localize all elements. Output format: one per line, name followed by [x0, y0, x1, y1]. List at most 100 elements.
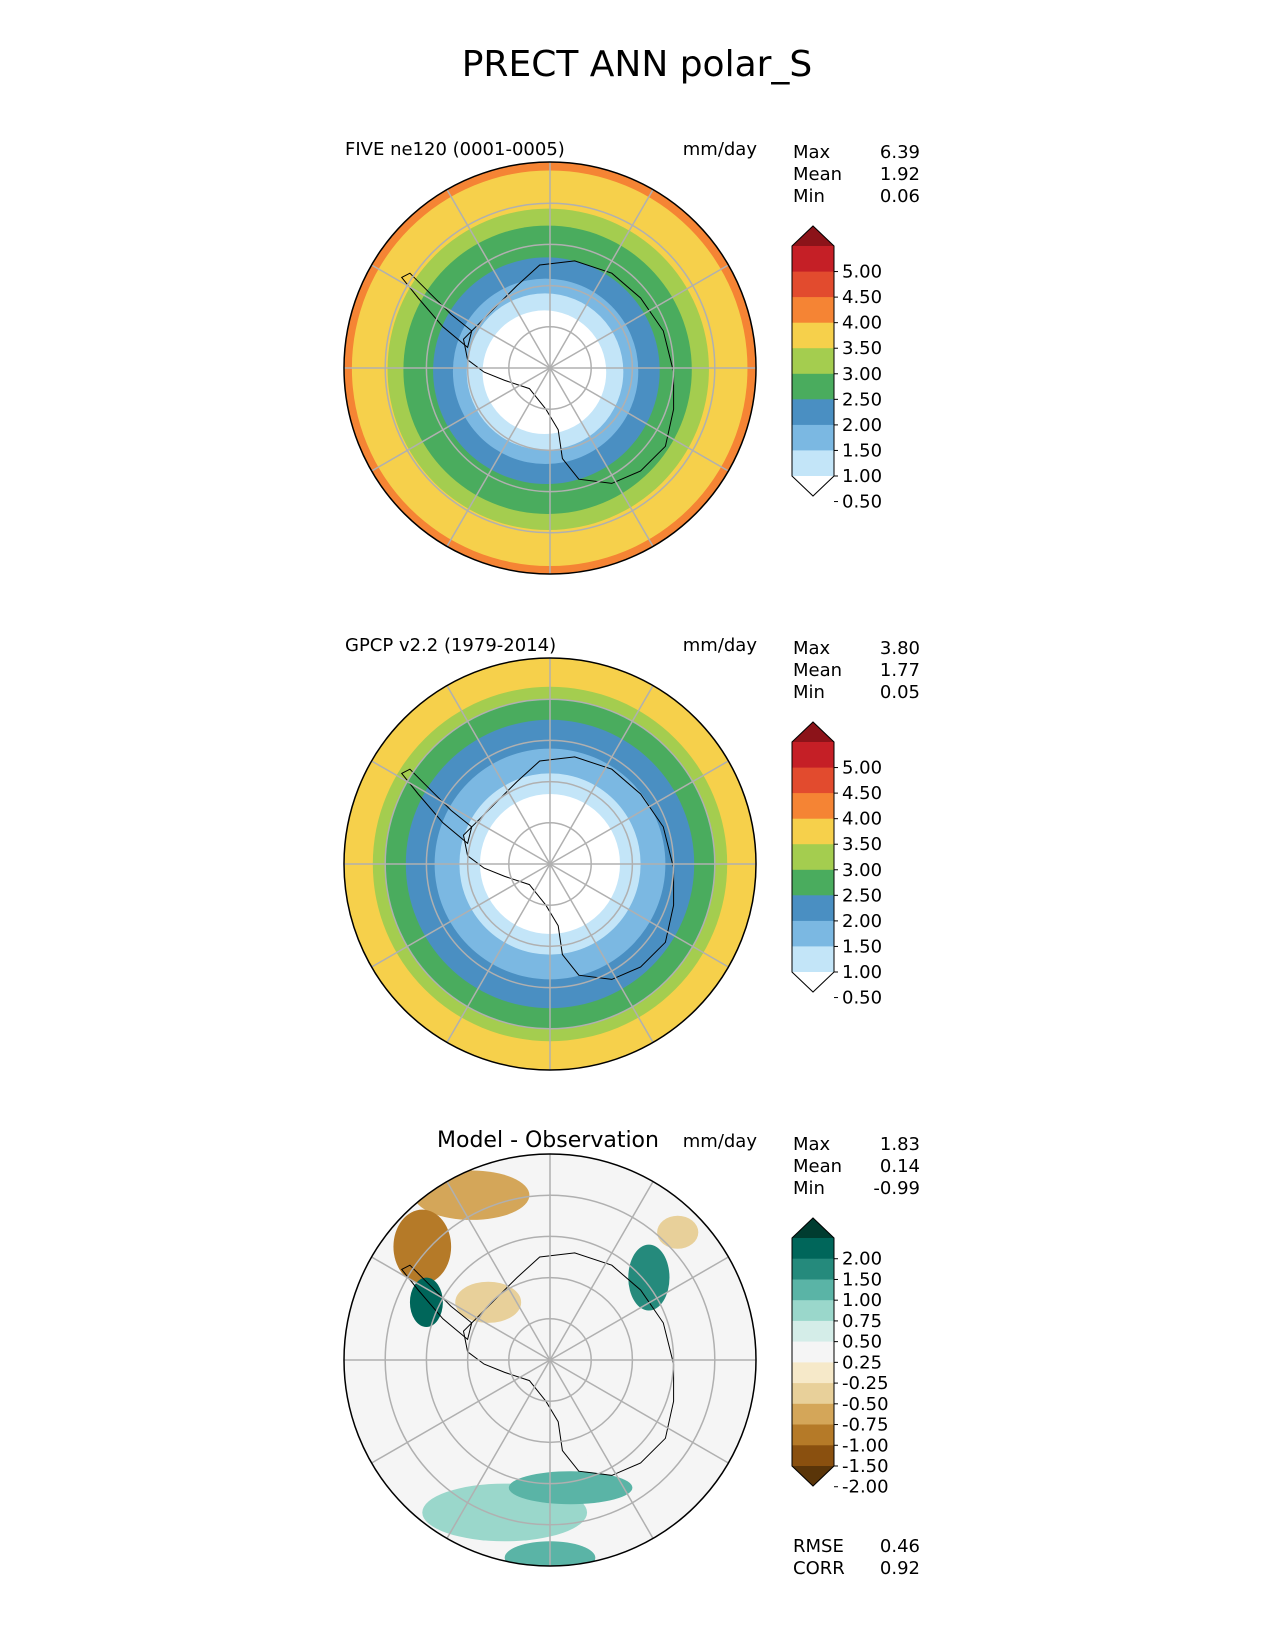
stat-label: Min [793, 186, 825, 207]
panel-observation: GPCP v2.2 (1979-2014) mm/day Max 3.80 Mean 1.… [343, 635, 920, 1071]
panel-difference: Model - Observation mm/day Max 1.83 Mean 0.14… [343, 1128, 920, 1579]
colorbar: 5.00 4.50 4.00 3.50 3.00 2.50 2.00 1.50 1.00 0.50 [791, 225, 882, 513]
stat-value: 0.92 [880, 1558, 920, 1579]
contour-band [393, 1209, 452, 1284]
longitude-gridline [549, 685, 654, 865]
colorbar-tick-label: 0.50 [842, 492, 882, 513]
colorbar-tick-label: 4.00 [842, 809, 882, 830]
colorbar-tick-label: -1.00 [842, 1435, 889, 1456]
stat-label: Min [793, 1178, 825, 1199]
polar-map [344, 1154, 756, 1566]
colorbar-segment [792, 818, 834, 845]
contour-band [628, 1244, 670, 1311]
longitude-gridline [371, 264, 551, 369]
colorbar-segment [792, 793, 834, 820]
coastline [400, 1264, 473, 1341]
coastline [462, 756, 675, 980]
panel-center-title: Model - Observation [437, 1128, 659, 1153]
colorbar: 5.00 4.50 4.00 3.50 3.00 2.50 2.00 1.50 1.00 0.50 [791, 721, 882, 1009]
colorbar-segment [792, 450, 834, 477]
colorbar-extend-max [792, 226, 834, 246]
colorbar-segment [792, 246, 834, 273]
colorbar-tick-label: 0.50 [842, 1332, 882, 1353]
colorbar-tick-label: 2.50 [842, 885, 882, 906]
coastline [400, 272, 473, 349]
colorbar-segment [792, 1238, 834, 1260]
map-boundary [343, 657, 757, 1071]
contour-band [482, 310, 607, 435]
longitude-gridline [371, 863, 551, 968]
longitude-gridline [549, 264, 729, 369]
colorbar-segment [792, 1341, 834, 1363]
colorbar-extend-min [792, 1466, 834, 1486]
longitude-gridline [549, 1256, 729, 1361]
stat-value: 1.83 [880, 1134, 920, 1155]
panel-left-title: GPCP v2.2 (1979-2014) [345, 635, 556, 656]
stat-label: Min [793, 682, 825, 703]
longitude-gridline [549, 760, 729, 865]
stat-value: 1.92 [880, 164, 920, 185]
longitude-gridline [549, 1359, 654, 1539]
colorbar-tick-label: 0.25 [842, 1352, 882, 1373]
colorbar-segment [792, 399, 834, 426]
colorbar-tick-label: 3.50 [842, 834, 882, 855]
colorbar-tick-label: 3.00 [842, 860, 882, 881]
colorbar-tick-label: 1.00 [842, 466, 882, 487]
colorbar-extend-max [792, 722, 834, 742]
stat-label: Max [793, 142, 831, 163]
longitude-gridline [371, 367, 551, 472]
longitude-gridline [446, 685, 551, 865]
colorbar-segment [792, 1383, 834, 1405]
polar-map [344, 658, 756, 1070]
stat-label: Max [793, 638, 831, 659]
figure-title: PRECT ANN polar_S [462, 44, 813, 85]
longitude-gridline [446, 189, 551, 369]
stat-label: Mean [793, 660, 842, 681]
contour-band [508, 1471, 633, 1505]
colorbar-extend-max [792, 1218, 834, 1238]
colorbar-segment [792, 946, 834, 973]
longitude-gridline [549, 1181, 654, 1361]
contour-band [657, 1215, 699, 1249]
longitude-gridline [446, 1359, 551, 1539]
colorbar-tick-label: 2.00 [842, 415, 882, 436]
stat-value: 6.39 [880, 142, 920, 163]
colorbar-segment [792, 1258, 834, 1280]
stat-value: 0.06 [880, 186, 920, 207]
colorbar-segment [792, 348, 834, 375]
longitude-gridline [371, 1256, 551, 1361]
colorbar-tick-label: 2.00 [842, 1249, 882, 1270]
colorbar-segment [792, 1320, 834, 1343]
colorbar-tick-label: -0.25 [842, 1373, 889, 1394]
colorbar-tick-label: 1.00 [842, 1290, 882, 1311]
stat-label: Mean [793, 164, 842, 185]
panel-units: mm/day [683, 139, 758, 160]
stat-label: Max [793, 1134, 831, 1155]
colorbar-tick-label: 2.50 [842, 389, 882, 410]
stat-label: Mean [793, 1156, 842, 1177]
panel-units: mm/day [683, 1131, 758, 1152]
stat-value: 0.14 [880, 1156, 920, 1177]
colorbar-segment [792, 1445, 834, 1467]
stat-value: 1.77 [880, 660, 920, 681]
stat-value: 3.80 [880, 638, 920, 659]
colorbar-segment [792, 895, 834, 922]
panel-model: FIVE ne120 (0001-0005) mm/day Max 6.39 Mean 1… [343, 139, 920, 575]
coastline [462, 260, 675, 484]
colorbar-segment [792, 271, 834, 298]
colorbar-segment [792, 1300, 834, 1322]
colorbar-segment [792, 920, 834, 947]
colorbar-tick-label: 4.50 [842, 783, 882, 804]
colorbar-tick-label: 5.00 [842, 262, 882, 283]
colorbar-tick-label: 0.75 [842, 1311, 882, 1332]
colorbar-segment [792, 1279, 834, 1301]
longitude-gridline [549, 863, 654, 1043]
colorbar-segment [792, 373, 834, 400]
colorbar-segment [792, 869, 834, 896]
colorbar-tick-label: 4.50 [842, 287, 882, 308]
stat-label: RMSE [793, 1536, 844, 1557]
colorbar-tick-label: -2.00 [842, 1477, 889, 1498]
colorbar-segment [792, 322, 834, 349]
colorbar-segment [792, 424, 834, 451]
